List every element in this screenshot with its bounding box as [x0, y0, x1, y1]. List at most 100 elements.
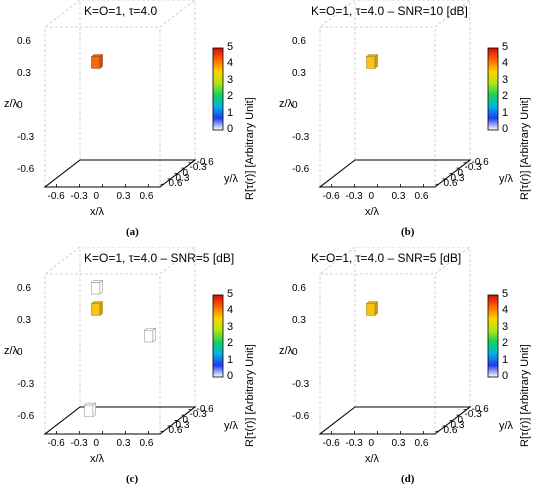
- colorbar-tick-label: 1: [502, 106, 509, 119]
- colorbar-tick-label: 4: [502, 57, 509, 70]
- colorbar-tick-label: 0: [227, 123, 234, 135]
- z-tick-label: -0.3: [292, 132, 310, 143]
- z-tick-label: 0.3: [17, 68, 31, 79]
- x-tick-label: 0.6: [414, 438, 429, 449]
- box-edge: [159, 0, 196, 28]
- plot-canvas: [318, 247, 499, 435]
- plot-canvas: [318, 0, 499, 188]
- colorbar-tick-label: 3: [502, 73, 509, 86]
- z-tick-label: 0.6: [292, 36, 306, 47]
- z-tick-label: -0.6: [292, 164, 310, 175]
- panel-sublabel: (b): [401, 226, 415, 238]
- y-tick-label: 0: [457, 167, 464, 179]
- y-tick-label: -0.3: [464, 162, 482, 174]
- y-axis-label: y/λ: [499, 173, 514, 185]
- panel-sublabel: (c): [126, 473, 139, 485]
- colorbar-tick-label: 3: [227, 73, 234, 86]
- x-tick-label: -0.6: [47, 438, 65, 449]
- y-tick-label: 0: [182, 414, 189, 426]
- colorbar-tick-label: 1: [227, 106, 234, 119]
- y-tick-label: 0.3: [450, 419, 465, 431]
- plot-canvas: [43, 0, 224, 188]
- chart-panel-a: K=O=1, τ=4.0 (a) 0 1 2 3 4 5 R[τ(r)] [Arbitrary …: [0, 0, 275, 247]
- x-tick-label: 0.6: [139, 191, 154, 202]
- z-tick-label: 0.6: [292, 283, 306, 294]
- colorbar-tick-label: 4: [227, 57, 234, 70]
- colorbar-tick-label: 0: [227, 370, 234, 382]
- panel-sublabel: (d): [401, 473, 415, 485]
- y-tick-label: 0.6: [443, 178, 458, 190]
- colorbar-tick-label: 4: [502, 304, 509, 317]
- panel-title: K=O=1, τ=4.0: [84, 4, 158, 18]
- x-tick-label: 0: [93, 438, 100, 449]
- colorbar-tick-label: 2: [502, 337, 509, 350]
- chart-panel-b: K=O=1, τ=4.0 – SNR=10 [dB] (b) 0 1 2 3 4 5 R[τ(r…: [275, 0, 550, 247]
- x-tick-label: -0.6: [47, 191, 65, 202]
- colorbar-title: R[τ(r)] [Arbitrary Unit]: [519, 344, 531, 447]
- z-tick-label: -0.3: [17, 379, 35, 390]
- colorbar-tick-label: 3: [502, 320, 509, 333]
- y-axis-label: y/λ: [499, 420, 514, 432]
- colorbar-title: R[τ(r)] [Arbitrary Unit]: [244, 97, 256, 200]
- panel-title: K=O=1, τ=4.0 – SNR=5 [dB]: [84, 251, 235, 265]
- colorbar-tick-label: 2: [502, 90, 509, 103]
- z-axis-label: z/λ: [279, 98, 294, 110]
- colorbar: [212, 294, 224, 378]
- colorbar-tick-label: 1: [227, 353, 234, 366]
- x-tick-label: 0.6: [414, 191, 429, 202]
- x-tick-label: -0.3: [345, 191, 363, 202]
- colorbar-tick-label: 5: [227, 288, 234, 300]
- y-tick-label: -0.6: [196, 156, 214, 168]
- panel-title: K=O=1, τ=4.0 – SNR=10 [dB]: [311, 4, 468, 18]
- x-tick-label: 0.3: [116, 191, 131, 202]
- x-tick-label: 0.3: [116, 438, 131, 449]
- z-axis-label: z/λ: [279, 345, 294, 357]
- box-edge: [44, 0, 81, 28]
- box-edge: [319, 0, 356, 28]
- z-tick-label: 0: [292, 100, 298, 111]
- x-tick-label: 0.3: [391, 191, 406, 202]
- x-axis-label: x/λ: [90, 206, 105, 218]
- colorbar-tick-label: 5: [227, 41, 234, 53]
- colorbar-tick-label: 0: [502, 123, 509, 135]
- data-voxel: [365, 54, 379, 69]
- z-tick-label: -0.3: [17, 132, 35, 143]
- data-voxel: [143, 327, 157, 343]
- colorbar-tick-label: 4: [227, 304, 234, 317]
- colorbar-tick-label: 5: [502, 288, 509, 300]
- floor-plane: [318, 159, 472, 188]
- colorbar-title: R[τ(r)] [Arbitrary Unit]: [519, 97, 531, 200]
- z-tick-label: 0.6: [17, 36, 31, 47]
- x-tick-label: 0: [368, 438, 375, 449]
- colorbar-tick-label: 1: [502, 353, 509, 366]
- colorbar-tick-label: 2: [227, 90, 234, 103]
- x-tick-label: -0.3: [70, 438, 88, 449]
- y-tick-label: 0.3: [175, 419, 190, 431]
- y-tick-label: -0.3: [189, 162, 207, 174]
- x-tick-label: -0.3: [345, 438, 363, 449]
- y-tick-label: 0: [457, 414, 464, 426]
- z-axis-label: z/λ: [4, 345, 19, 357]
- y-tick-label: -0.3: [464, 409, 482, 421]
- y-tick-label: 0.6: [168, 425, 183, 437]
- colorbar: [487, 47, 499, 131]
- z-tick-label: 0: [292, 347, 298, 358]
- z-tick-label: -0.6: [292, 411, 310, 422]
- z-tick-label: -0.6: [17, 411, 35, 422]
- box-edge: [44, 247, 81, 275]
- z-axis-label: z/λ: [4, 98, 19, 110]
- x-tick-label: 0: [368, 191, 375, 202]
- y-tick-label: 0: [182, 167, 189, 179]
- y-tick-label: 0.6: [443, 425, 458, 437]
- z-tick-label: -0.6: [17, 164, 35, 175]
- x-tick-label: 0.3: [391, 438, 406, 449]
- x-tick-label: 0.6: [139, 438, 154, 449]
- z-tick-label: 0.3: [17, 315, 31, 326]
- y-tick-label: 0.3: [175, 172, 190, 184]
- colorbar-tick-label: 5: [502, 41, 509, 53]
- floor-plane: [43, 159, 197, 188]
- y-tick-label: -0.6: [196, 403, 214, 415]
- x-axis-label: x/λ: [365, 206, 380, 218]
- box-edge: [159, 247, 196, 275]
- box-edge: [319, 247, 356, 275]
